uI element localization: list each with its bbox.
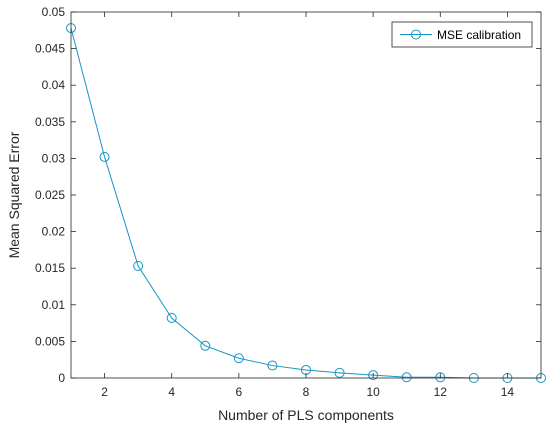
data-point bbox=[166, 312, 177, 323]
x-tick-label: 12 bbox=[434, 385, 448, 399]
y-tick-label: 0.02 bbox=[42, 225, 66, 239]
x-tick-label: 4 bbox=[168, 385, 175, 399]
data-point bbox=[133, 261, 144, 272]
data-point bbox=[200, 340, 211, 351]
x-tick-label: 8 bbox=[303, 385, 310, 399]
data-point bbox=[334, 367, 345, 378]
legend-label: MSE calibration bbox=[437, 28, 521, 42]
y-tick-label: 0.025 bbox=[35, 188, 65, 202]
data-point bbox=[435, 372, 446, 383]
legend-marker bbox=[411, 29, 421, 40]
data-point bbox=[267, 360, 278, 371]
data-point bbox=[233, 353, 244, 364]
x-axis-label: Number of PLS components bbox=[218, 407, 394, 423]
plot-area bbox=[71, 12, 541, 378]
y-tick-label: 0.03 bbox=[42, 151, 66, 165]
y-tick-label: 0.005 bbox=[35, 334, 65, 348]
y-tick-label: 0.01 bbox=[42, 298, 66, 312]
legend: MSE calibration bbox=[391, 21, 533, 48]
x-tick-label: 14 bbox=[501, 385, 515, 399]
data-point bbox=[401, 372, 412, 383]
data-point bbox=[99, 151, 110, 162]
x-tick-label: 2 bbox=[101, 385, 108, 399]
y-tick-label: 0.04 bbox=[42, 78, 66, 92]
y-tick-label: 0.015 bbox=[35, 261, 65, 275]
x-tick-label: 6 bbox=[236, 385, 243, 399]
y-tick-label: 0.05 bbox=[42, 5, 66, 19]
y-tick-label: 0.035 bbox=[35, 115, 65, 129]
data-point bbox=[368, 370, 379, 381]
y-tick-label: 0.045 bbox=[35, 42, 65, 56]
axes-layer: 2 4 6 8 10 12 14 0 0.005 0.01 0.015 0.02 0.025 0.03 0.… bbox=[35, 5, 542, 399]
y-tick-label: 0 bbox=[58, 371, 65, 385]
y-axis-label: Mean Squared Error bbox=[6, 131, 22, 258]
x-tick-label: 10 bbox=[366, 385, 380, 399]
